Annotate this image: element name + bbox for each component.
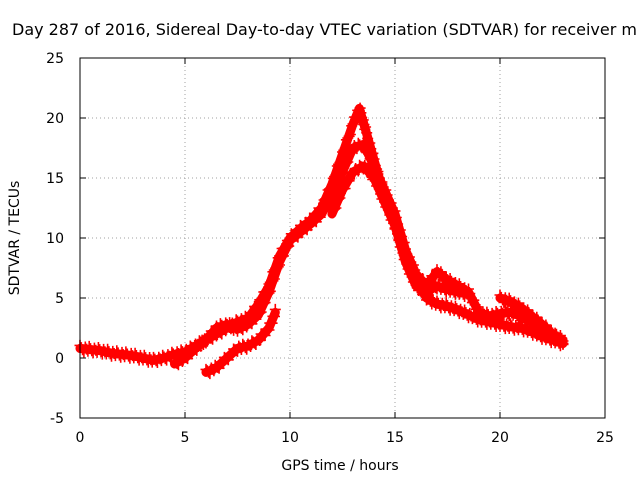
series-point-markers bbox=[200, 303, 281, 380]
y-tick-label: 25 bbox=[46, 51, 64, 67]
y-tick-label: 20 bbox=[46, 111, 64, 127]
series-track-1 bbox=[74, 102, 569, 368]
y-axis-label: SDTVAR / TECUs bbox=[7, 181, 23, 296]
series-track-4 bbox=[326, 159, 474, 302]
y-tick-label: 5 bbox=[55, 291, 64, 307]
y-tick-label: 15 bbox=[46, 171, 64, 187]
chart-title: Day 287 of 2016, Sidereal Day-to-day VTE… bbox=[12, 20, 637, 39]
x-tick-label: 0 bbox=[76, 430, 85, 446]
x-tick-label: 5 bbox=[181, 430, 190, 446]
series-point-markers bbox=[74, 102, 569, 368]
x-tick-label: 20 bbox=[491, 430, 509, 446]
grid-lines bbox=[80, 58, 605, 418]
x-tick-label: 15 bbox=[386, 430, 404, 446]
data-series bbox=[74, 102, 569, 380]
series-point-markers bbox=[494, 289, 569, 350]
y-tick-label: 0 bbox=[55, 351, 64, 367]
x-tick-label: 25 bbox=[596, 430, 614, 446]
series-track-3 bbox=[200, 303, 281, 380]
axis-ticks: 0 5 10 15 20 25 -5 0 5 10 15 20 25 bbox=[46, 51, 614, 446]
x-tick-label: 10 bbox=[281, 430, 299, 446]
series-track-5 bbox=[494, 289, 569, 350]
series-point-markers bbox=[169, 136, 569, 371]
y-tick-label: 10 bbox=[46, 231, 64, 247]
plot-frame bbox=[79, 57, 606, 419]
x-axis-label: GPS time / hours bbox=[281, 458, 398, 474]
series-point-markers bbox=[326, 159, 474, 302]
series-track-2 bbox=[169, 136, 569, 371]
y-tick-label: -5 bbox=[50, 411, 64, 427]
